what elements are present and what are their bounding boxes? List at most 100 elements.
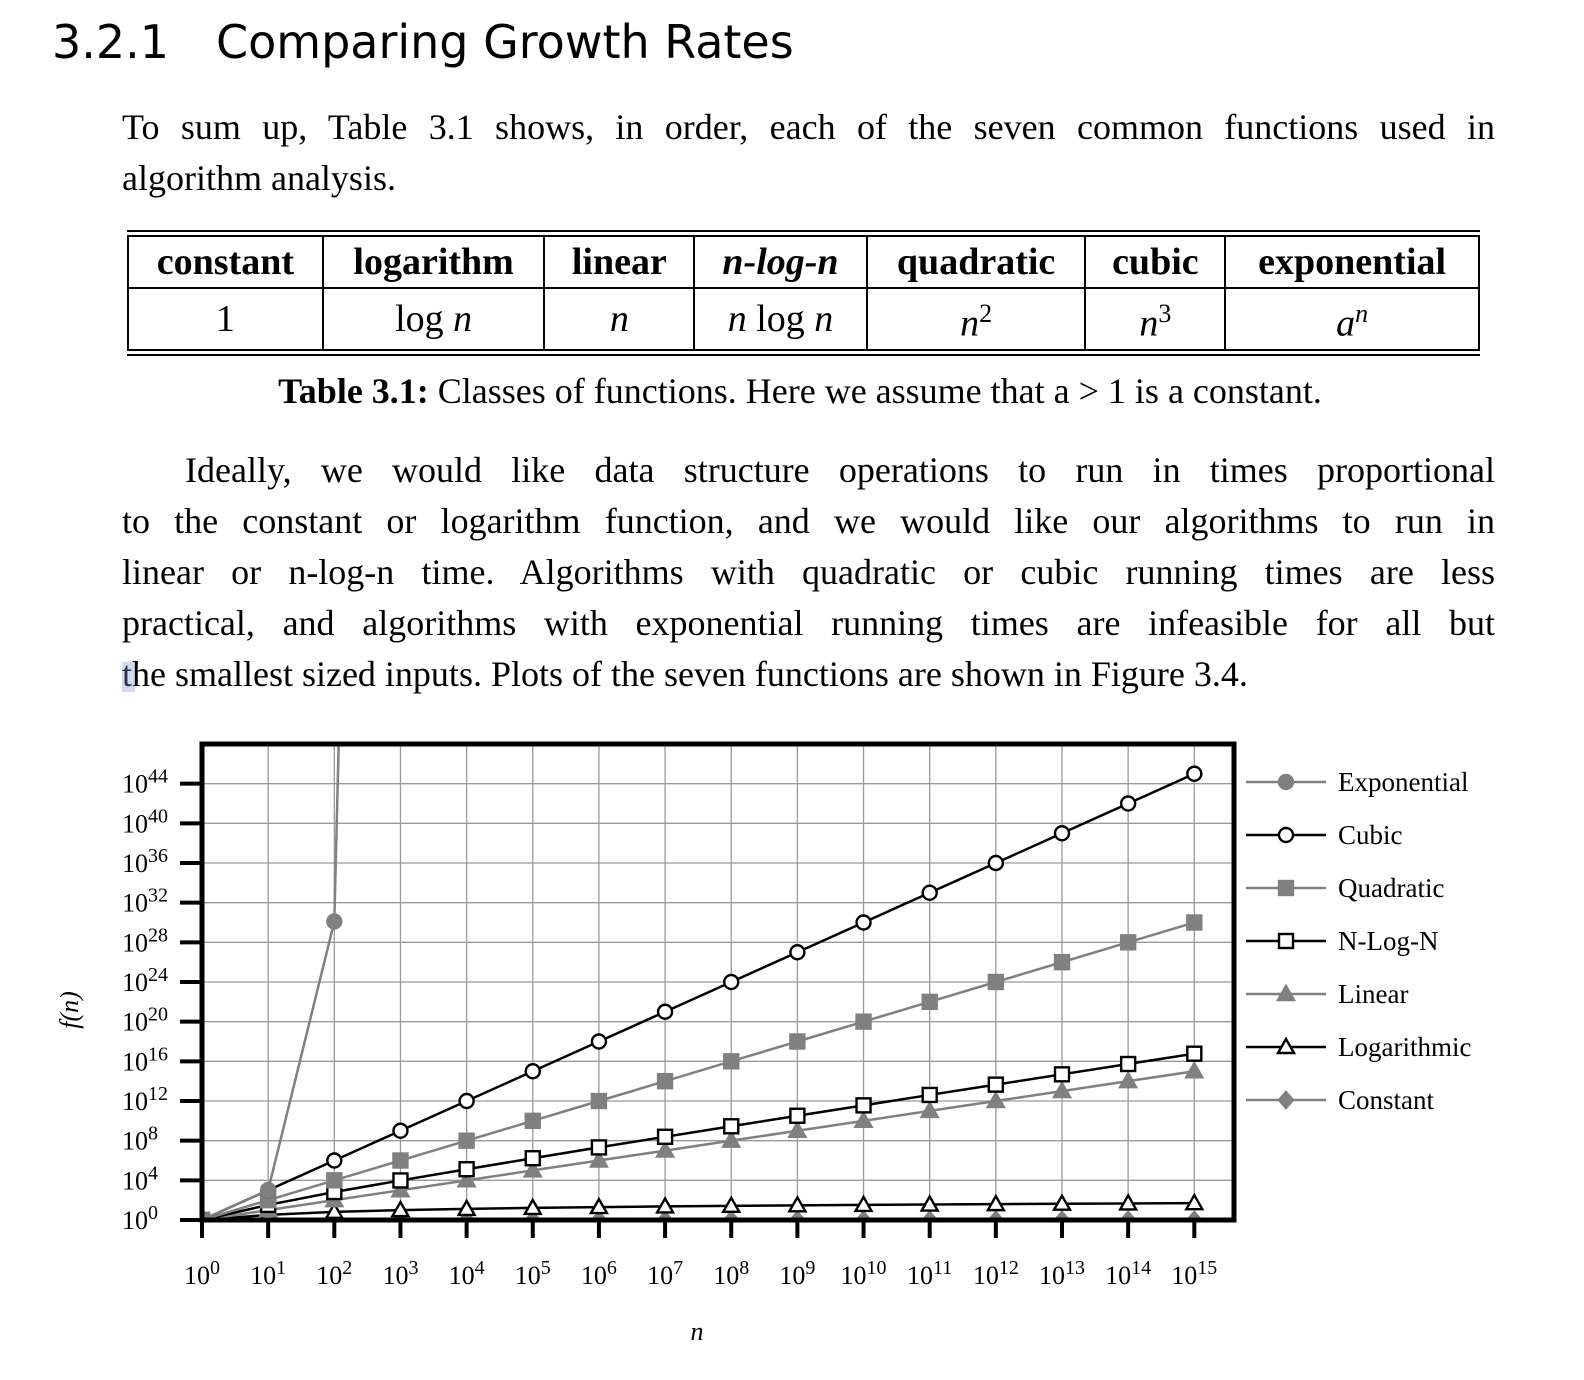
data-point (789, 944, 806, 961)
data-point (392, 1152, 409, 1169)
x-axis-ticks: 100 101 102 103 104 105 106 107 108 109 1010 1011 10… (184, 1220, 1217, 1290)
data-point (789, 1033, 806, 1050)
data-point (855, 1013, 872, 1030)
data-point (458, 1161, 475, 1178)
legend-label: Cubic (1338, 820, 1403, 850)
data-point (855, 914, 872, 931)
body-line-4: practical, and algorithms with exponenti… (122, 603, 1495, 643)
data-point (921, 1086, 938, 1104)
data-point (1186, 914, 1203, 931)
legend-marker (1277, 932, 1295, 950)
data-point (1184, 1192, 1205, 1211)
header-cell: constant (127, 235, 324, 289)
series-line (202, 1052, 1195, 1220)
data-point (326, 1172, 343, 1189)
x-tick-label: 105 (515, 1257, 551, 1290)
body-line-2: to the constant or logarithm function, a… (122, 501, 1495, 541)
y-tick-label: 1024 (122, 964, 168, 997)
table-cell: n3 (1084, 287, 1227, 351)
data-point (456, 1198, 477, 1217)
data-point (853, 1110, 874, 1129)
x-tick-label: 1013 (1039, 1257, 1085, 1290)
data-point (919, 1194, 940, 1212)
data-point (721, 1195, 742, 1214)
legend-marker (1277, 1090, 1295, 1110)
legend-marker (1277, 879, 1295, 897)
y-tick-label: 1032 (122, 885, 168, 918)
table-cell: log n (321, 287, 546, 351)
data-point (259, 1181, 277, 1199)
data-point (1119, 795, 1137, 812)
data-point (590, 1033, 608, 1050)
body-line-3: linear or n-log-n time. Algorithms with … (122, 552, 1495, 592)
x-axis-label: n (691, 1317, 704, 1346)
series-exponential (202, 744, 343, 1220)
series-line (202, 921, 1195, 1220)
x-tick-label: 101 (250, 1257, 286, 1290)
table-caption: Table 3.1: Classes of functions. Here we… (0, 367, 1584, 415)
data-point (1184, 1060, 1205, 1079)
y-tick-label: 1028 (122, 924, 168, 957)
data-point (723, 1118, 740, 1135)
data-point (522, 1197, 543, 1216)
legend-label: Constant (1338, 1085, 1435, 1115)
data-point (656, 1072, 674, 1090)
body-line-1: Ideally, we would like data structure op… (185, 450, 1495, 490)
data-point (987, 973, 1005, 991)
legend-label: Linear (1338, 979, 1408, 1009)
x-tick-label: 1011 (907, 1257, 952, 1290)
data-point (390, 1179, 411, 1198)
data-point (855, 1097, 872, 1114)
data-point (458, 1132, 475, 1149)
data-point (921, 884, 938, 901)
series-cubic (202, 765, 1203, 1220)
data-point (1119, 1055, 1137, 1073)
data-point (524, 1063, 541, 1080)
table-header-row: constant logarithm linear n-log-n quadra… (127, 235, 1480, 289)
y-tick-label: 1020 (122, 1004, 168, 1037)
data-point (1119, 934, 1137, 951)
header-cell: quadratic (865, 235, 1087, 289)
data-point (1186, 765, 1203, 782)
series-line (202, 772, 1195, 1220)
y-tick-label: 1036 (122, 845, 168, 878)
data-point (458, 1092, 475, 1110)
legend-label: Exponential (1338, 767, 1468, 797)
series-line (202, 1201, 1195, 1220)
x-tick-label: 102 (316, 1257, 352, 1290)
data-point (656, 1128, 674, 1145)
table-row: 1 log n n n log n n2 n3 an (127, 287, 1480, 351)
data-point (1053, 1066, 1071, 1083)
data-point (1186, 1045, 1203, 1062)
section-number: 3.2.1 (52, 15, 170, 69)
data-point (392, 1122, 409, 1139)
chart-series (202, 744, 1205, 1220)
x-tick-label: 1015 (1171, 1257, 1217, 1290)
chart-grid (201, 744, 1234, 1221)
data-point (985, 1193, 1006, 1212)
header-cell-italic: n-log-n (722, 241, 839, 283)
header-cell: n-log-n (693, 235, 868, 289)
data-point (524, 1150, 541, 1167)
y-axis-ticks: 100 104 108 1012 1016 1020 1024 1028 1032 1036 104… (122, 766, 202, 1235)
caption-text: Classes of functions. Here we assume tha… (437, 371, 1322, 411)
data-point (1053, 953, 1071, 971)
data-point (787, 1120, 808, 1138)
data-point (655, 1195, 676, 1214)
body-line-5: the smallest sized inputs. Plots of the … (122, 654, 1248, 694)
y-tick-label: 1044 (122, 766, 168, 799)
x-tick-label: 103 (382, 1257, 418, 1290)
table-cell: n log n (693, 287, 868, 351)
data-point (723, 973, 740, 991)
legend-label: Logarithmic (1338, 1032, 1471, 1062)
section-title: Comparing Growth Rates (216, 15, 794, 69)
legend-label: N-Log-N (1338, 926, 1438, 956)
series-line (202, 1070, 1195, 1220)
data-point (987, 854, 1005, 872)
data-point (590, 1139, 608, 1156)
y-tick-label: 1040 (122, 805, 168, 838)
data-point (1053, 825, 1071, 842)
x-tick-label: 1014 (1105, 1257, 1151, 1290)
series-linear (202, 1060, 1205, 1220)
data-point (723, 1053, 740, 1070)
